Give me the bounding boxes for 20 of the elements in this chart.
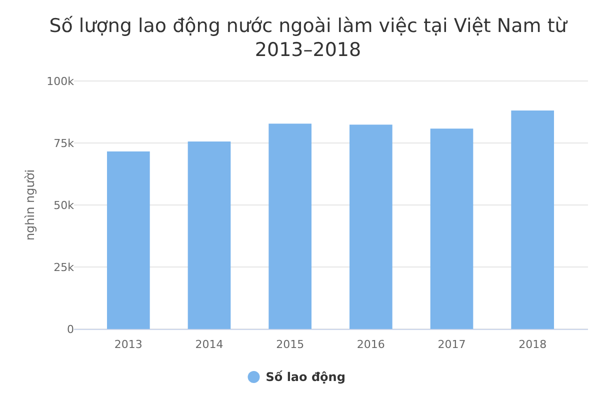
legend-label: Số lao động <box>266 370 346 384</box>
y-tick-label: 75k <box>54 137 75 150</box>
y-tick-label: 25k <box>54 261 75 274</box>
y-axis-title: nghìn người <box>23 169 37 241</box>
x-tick-label: 2013 <box>114 338 142 351</box>
bar <box>349 124 392 329</box>
y-tick-label: 50k <box>54 199 75 212</box>
x-tick-label: 2018 <box>518 338 547 351</box>
bar <box>511 110 554 329</box>
bar <box>430 128 474 329</box>
y-tick-label: 0 <box>67 323 74 336</box>
x-tick-label: 2015 <box>276 338 304 351</box>
bar <box>106 151 150 329</box>
x-tick-label: 2016 <box>356 338 385 351</box>
y-tick-label: 100k <box>46 75 75 88</box>
x-tick-label: 2017 <box>438 338 466 351</box>
x-tick-label: 2014 <box>195 338 224 351</box>
bar <box>188 142 231 329</box>
bar <box>268 124 312 329</box>
chart-title: Số lượng lao động nước ngoài làm việc tại Việt Nam từ 2013–2018 <box>49 15 568 61</box>
